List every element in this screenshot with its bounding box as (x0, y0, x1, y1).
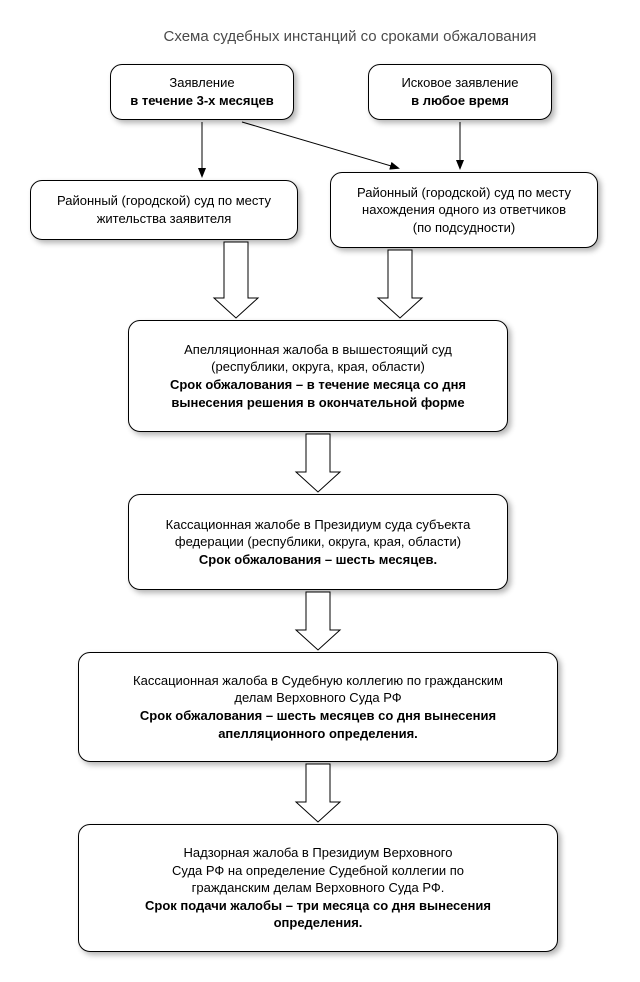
node-text-line: Кассационная жалобе в Президиум суда суб… (166, 516, 471, 534)
node-text-line: нахождения одного из ответчиков (362, 201, 566, 219)
node-text-line: Кассационная жалоба в Судебную коллегию … (133, 672, 503, 690)
node-text-line: Срок подачи жалобы – три месяца со дня в… (145, 897, 491, 915)
block-arrow-ba5 (296, 764, 340, 822)
node-cassation-presidium: Кассационная жалобе в Президиум суда суб… (128, 494, 508, 590)
node-text-line: Районный (городской) суд по месту (357, 184, 571, 202)
node-text-line: Заявление (169, 74, 234, 92)
node-text-line: жительства заявителя (97, 210, 232, 228)
node-text-line: гражданским делам Верховного Суда РФ. (192, 879, 445, 897)
node-text-line: апелляционного определения. (218, 725, 418, 743)
node-text-line: (республики, округа, края, области) (211, 358, 425, 376)
node-appeal: Апелляционная жалоба в вышестоящий суд(р… (128, 320, 508, 432)
flowchart-canvas: Схема судебных инстанций со сроками обжа… (0, 0, 640, 982)
node-text-line: в течение 3-х месяцев (130, 92, 273, 110)
node-text-line: Суда РФ на определение Судебной коллегии… (172, 862, 464, 880)
page-title: Схема судебных инстанций со сроками обжа… (140, 28, 560, 45)
node-text-line: в любое время (411, 92, 509, 110)
block-arrow-ba4 (296, 592, 340, 650)
node-application: Заявлениев течение 3-х месяцев (110, 64, 294, 120)
node-text-line: Срок обжалования – шесть месяцев. (199, 551, 437, 569)
node-cassation-supreme: Кассационная жалоба в Судебную коллегию … (78, 652, 558, 762)
node-supervisory: Надзорная жалоба в Президиум ВерховногоС… (78, 824, 558, 952)
node-lawsuit-application: Исковое заявлениев любое время (368, 64, 552, 120)
node-district-court-defendant: Районный (городской) суд по местунахожде… (330, 172, 598, 248)
block-arrow-ba2 (378, 250, 422, 318)
edge-a3 (242, 122, 398, 168)
node-text-line: Срок обжалования – шесть месяцев со дня … (140, 707, 496, 725)
node-text-line: федерации (республики, округа, края, обл… (175, 533, 461, 551)
node-text-line: определения. (274, 914, 363, 932)
node-text-line: Надзорная жалоба в Президиум Верховного (184, 844, 453, 862)
thin-arrows (202, 122, 460, 176)
node-text-line: делам Верховного Суда РФ (234, 689, 401, 707)
block-arrow-ba3 (296, 434, 340, 492)
node-text-line: вынесения решения в окончательной форме (171, 394, 464, 412)
block-arrow-ba1 (214, 242, 258, 318)
node-text-line: Апелляционная жалоба в вышестоящий суд (184, 341, 452, 359)
node-district-court-applicant: Районный (городской) суд по местужительс… (30, 180, 298, 240)
node-text-line: Исковое заявление (401, 74, 518, 92)
node-text-line: (по подсудности) (413, 219, 515, 237)
node-text-line: Районный (городской) суд по месту (57, 192, 271, 210)
node-text-line: Срок обжалования – в течение месяца со д… (170, 376, 466, 394)
